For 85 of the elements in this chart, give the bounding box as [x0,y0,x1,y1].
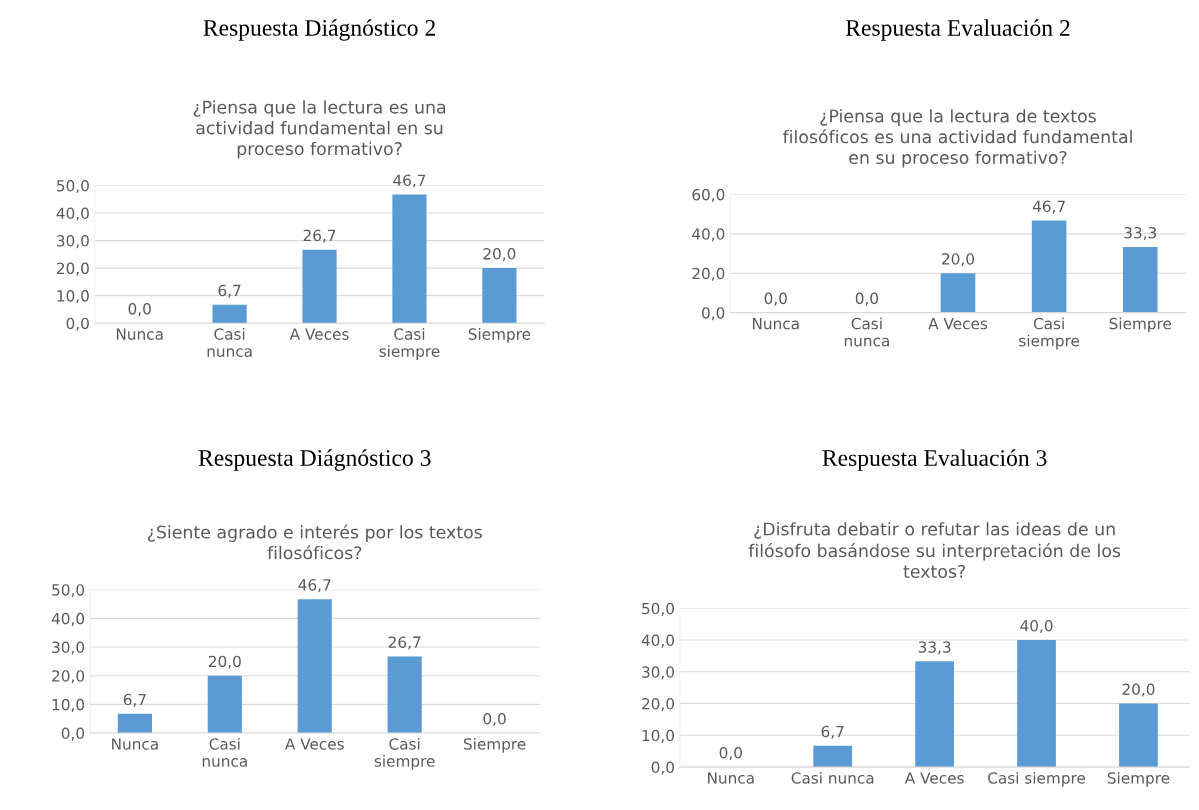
x-tick-label: Siempre [463,737,526,753]
x-tick-label: A Veces [928,317,988,330]
data-label: 20,0 [942,253,974,267]
data-label: 33,3 [1124,226,1157,241]
x-tick-label: Nunca [116,328,163,340]
chart-title: Respuesta Evaluación 3 [822,449,1047,471]
y-tick-label: 40,0 [51,612,85,626]
data-label: 6,7 [123,693,146,707]
bar [392,194,427,324]
data-label: 40,0 [1020,619,1053,634]
x-tick-label: Casi nunca [844,317,889,347]
bar [1017,640,1056,768]
bar [940,273,976,313]
x-tick-label: Casi siempre [374,737,435,770]
y-tick-label: 60,0 [692,188,725,202]
bar [915,661,954,768]
x-tick-label: Casi nunca [207,328,252,357]
y-tick-label: 0,0 [651,761,674,775]
y-tick-label: 20,0 [52,670,85,684]
x-tick-label: A Veces [289,328,349,340]
data-label: 0,0 [855,292,879,306]
y-tick-label: 10,0 [52,698,85,712]
y-tick-label: 30,0 [57,235,89,249]
bar [813,745,853,768]
x-tick-label: Casi siempre [379,328,440,360]
x-tick-label: Casi nunca [202,737,247,767]
bar [117,713,152,734]
x-tick-label: Nunca [752,317,799,330]
data-label: 0,0 [483,712,506,727]
bar [297,599,332,734]
bar [1031,220,1067,313]
data-label: 20,0 [1122,683,1155,697]
chart-subtitle: ¿Piensa que la lectura de textos filosóficos es una actividad fundamental en su proceso formativo? [782,109,1132,168]
y-tick-label: 20,0 [56,262,89,276]
x-tick-label: Casi nunca [791,771,874,784]
x-tick-label: Nunca [708,772,754,784]
y-tick-label: 20,0 [642,698,674,712]
y-tick-label: 0,0 [702,307,725,321]
y-tick-label: 20,0 [692,267,725,281]
bar [482,268,517,324]
x-tick-label: A Veces [904,772,964,784]
chart-subtitle: ¿Piensa que la lectura es una actividad fundamental en su proceso formativo? [193,100,446,159]
x-tick-label: Nunca [112,738,158,750]
bar [302,249,337,324]
bar [207,675,242,734]
chart-subtitle: ¿Siente agrado e interés por los textos filosóficos? [147,524,482,560]
data-label: 0,0 [719,747,742,761]
y-tick-label: 50,0 [52,584,85,598]
data-label: 26,7 [303,229,336,243]
x-tick-label: Siempre [1109,317,1172,333]
data-label: 0,0 [764,292,787,306]
chart-title: Respuesta Diágnóstico 3 [198,449,431,471]
y-tick-label: 10,0 [642,729,674,743]
bar [212,304,247,324]
y-tick-label: 0,0 [61,727,85,741]
x-tick-label: Siempre [1107,771,1170,787]
data-label: 6,7 [821,725,844,739]
data-label: 20,0 [483,248,516,262]
data-label: 46,7 [1032,200,1065,214]
y-tick-label: 10,0 [57,290,89,304]
bar [1119,703,1158,768]
y-tick-label: 40,0 [641,634,674,648]
data-label: 46,7 [393,174,426,188]
bar [1122,247,1158,313]
x-tick-label: Siempre [468,328,531,343]
x-tick-label: A Veces [284,738,344,750]
y-tick-label: 50,0 [57,179,89,194]
y-tick-label: 30,0 [52,641,85,655]
data-label: 46,7 [298,579,331,593]
y-tick-label: 0,0 [66,317,89,331]
x-tick-label: Casi siempre [988,771,1086,787]
data-label: 0,0 [128,303,151,317]
data-label: 20,0 [208,655,241,669]
y-tick-label: 40,0 [56,207,89,221]
y-tick-label: 50,0 [642,602,674,616]
data-label: 33,3 [918,641,951,655]
bar [387,656,422,734]
y-tick-label: 40,0 [692,228,725,242]
data-label: 6,7 [218,284,241,298]
chart-title: Respuesta Diágnóstico 2 [203,19,435,41]
chart-subtitle: ¿Disfruta debatir o refutar las ideas de un filósofo basándose su interpretación de los textos? [748,522,1121,578]
chart-title: Respuesta Evaluación 2 [845,19,1070,41]
y-tick-label: 30,0 [642,666,674,680]
x-tick-label: Casi siempre [1019,317,1080,350]
data-label: 26,7 [388,636,421,650]
